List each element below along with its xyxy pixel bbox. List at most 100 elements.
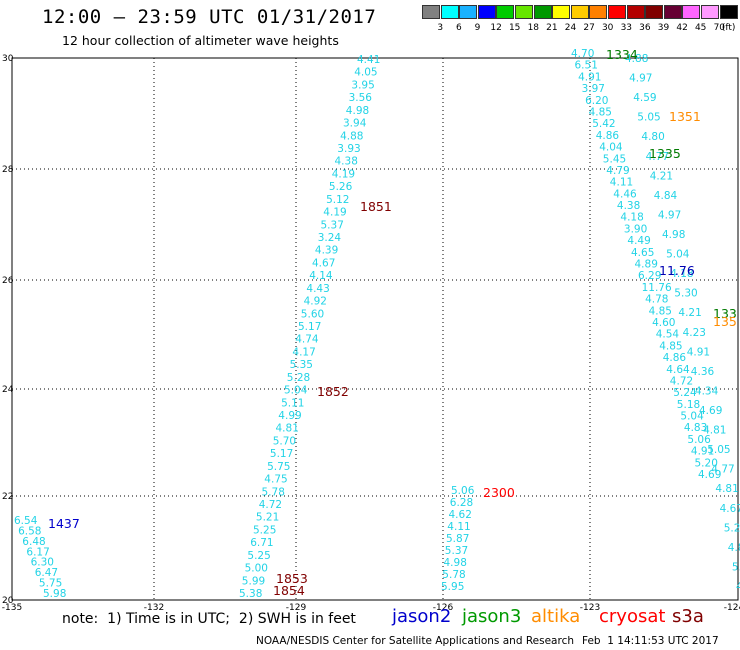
wave-height-value: 4.79 [606, 165, 629, 177]
colorbar-swatch [552, 5, 571, 19]
wave-height-value: 4.75 [264, 474, 287, 486]
wave-height-value: 4.97 [658, 209, 681, 221]
axis-ticks: -135 -132 -129 -126 -123 -124 30 28 26 24 22 20 [2, 54, 740, 613]
y-tick-label: 22 [2, 492, 13, 502]
wave-height-value: 4.69 [699, 405, 722, 417]
wave-height-value: 4.18 [670, 268, 693, 280]
colorbar-swatch [719, 5, 738, 19]
pass-time-label: 135 [713, 314, 737, 329]
wave-height-value: 4.21 [650, 170, 673, 182]
wave-height-value: 3.93 [337, 143, 360, 155]
colorbar-label: 18 [527, 23, 540, 33]
wave-height-value: 5.06 [687, 434, 711, 446]
wave-height-value: 4.97 [629, 73, 652, 85]
pass-labels: 1334 1351 1335 1851 11.76 1852 1437 2300 1853185… [48, 47, 737, 598]
wave-height-value: 4.23 [683, 327, 706, 339]
credit-line: NOAA/NESDIS Center for Satellite Applica… [256, 635, 574, 647]
x-tick-label: -132 [144, 603, 164, 613]
wave-height-value: 4.62 [449, 509, 472, 521]
wave-height-value: 6.29 [638, 270, 661, 282]
map-grid [11, 57, 739, 601]
wave-height-value: 4.85 [649, 305, 672, 317]
wave-height-value: 4.64 [666, 364, 690, 376]
wave-height-value: 5.37 [321, 219, 344, 231]
colorbar-swatch [645, 5, 664, 19]
colorbar-swatch [608, 5, 626, 19]
wave-height-value: 4.89 [635, 259, 658, 271]
map-title: 12:00 – 23:59 UTC 01/31/2017 [42, 6, 377, 28]
wave-height-value: 4.84 [654, 190, 678, 202]
colorbar-label: 45 [694, 23, 707, 33]
colorbar-label: 39 [657, 23, 670, 33]
wave-height-value: 5.1 [732, 561, 740, 573]
wave-height-value: 4.36 [691, 366, 715, 378]
wave-height-value: 5.42 [592, 118, 615, 130]
colorbar-label: 24 [564, 23, 577, 33]
wave-height-value: 4.04 [599, 142, 623, 154]
wave-height-value: 4.46 [613, 188, 637, 200]
wave-height-value: 3.56 [349, 92, 373, 104]
wave-height-value: 4.86 [663, 352, 687, 364]
colorbar-swatch [682, 5, 701, 19]
wave-height-value: 5.28 [287, 372, 310, 384]
x-tick-label: -126 [433, 603, 454, 613]
wave-height-value: 6.51 [575, 60, 598, 72]
x-tick-label: -129 [286, 603, 307, 613]
pass-time-label: 1853 [276, 571, 308, 586]
wave-height-value: 5.38 [239, 588, 262, 600]
wave-height-value: 4.65 [631, 247, 654, 259]
wave-height-value: 4.86 [596, 130, 620, 142]
colorbar-swatch [663, 5, 682, 19]
wave-height-value: 3.95 [351, 79, 374, 91]
wave-height-value: 5.78 [262, 486, 285, 498]
wave-height-value: 4.88 [340, 130, 363, 142]
wave-height-value: 5.12 [326, 194, 349, 206]
colorbar-label: 42 [676, 23, 688, 33]
wave-height-value: 4.81 [715, 483, 738, 495]
wave-height-value: 4.18 [620, 212, 643, 224]
wave-height-value: 4.72 [670, 375, 693, 387]
wave-height-value: 5.99 [242, 575, 265, 587]
wave-height-value: 4.77 [711, 464, 734, 476]
wave-height-value: 5.30 [674, 288, 697, 300]
wave-height-value: 6.47 [35, 567, 58, 579]
colorbar-label: 30 [601, 23, 614, 33]
wave-height-value: 5.24 [673, 387, 697, 399]
wave-height-value: 4.21 [678, 307, 701, 319]
wave-height-value: 5.98 [43, 588, 66, 600]
colorbar-label: 3 [437, 23, 444, 33]
wave-height-value: 4.98 [444, 557, 467, 569]
wave-height-value: 4.41 [357, 54, 380, 66]
wave-height-value: 3.90 [624, 223, 647, 235]
legend-altika: altika [531, 606, 581, 627]
wave-height-value: 5.20 [695, 457, 718, 469]
legend-jason2: jason2 [392, 606, 452, 627]
wave-height-value: 4.80 [641, 131, 664, 143]
wave-height-value: 4.67 [720, 503, 740, 515]
wave-height-value: 4.98 [662, 229, 685, 241]
colorbar-swatch [459, 5, 478, 19]
wave-height-value: 4.59 [633, 92, 656, 104]
wave-height-value: 5.04 [666, 249, 690, 261]
wave-height-value: 6.17 [26, 546, 49, 558]
colorbar-swatch [422, 5, 440, 19]
wave-height-value: 4.34 [695, 385, 719, 397]
wave-height-value: 5.75 [39, 578, 62, 590]
colorbar-label: 12 [490, 23, 502, 33]
colorbar-label: 27 [583, 23, 595, 33]
wave-height-value: 4.72 [259, 499, 282, 511]
wave-height-value: 5.78 [442, 569, 465, 581]
colorbar-label: 6 [456, 23, 462, 33]
wave-height-value: 4.88 [625, 53, 648, 65]
colorbar-swatch [533, 5, 552, 19]
wave-height-value: 3.24 [318, 232, 342, 244]
colorbar-label: 21 [546, 23, 558, 33]
wave-height-value: 4.81 [276, 423, 299, 435]
wave-height-value: 5.37 [445, 545, 468, 557]
wave-height-value: 4.49 [627, 235, 650, 247]
wave-height-value: 3.94 [343, 118, 367, 130]
wave-height-value: 4.19 [323, 207, 346, 219]
wave-height-value: 4.74 [295, 334, 319, 346]
y-tick-label: 30 [2, 54, 14, 64]
y-tick-label: 28 [2, 165, 14, 175]
